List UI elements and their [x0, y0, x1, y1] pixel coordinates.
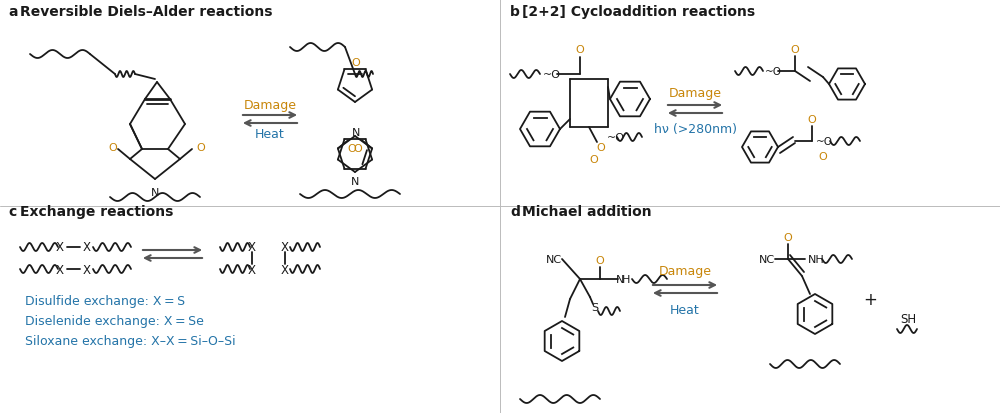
Text: X: X	[83, 263, 91, 276]
Text: O: O	[784, 233, 792, 242]
Text: O: O	[108, 142, 117, 153]
Text: O: O	[590, 154, 598, 165]
Text: O: O	[596, 255, 604, 266]
Text: hν (>280nm): hν (>280nm)	[654, 123, 736, 136]
Text: Michael addition: Michael addition	[522, 204, 652, 218]
Text: S: S	[591, 302, 599, 312]
Text: c: c	[8, 204, 16, 218]
Text: O: O	[597, 142, 605, 153]
Text: O: O	[196, 142, 205, 153]
Text: O: O	[791, 45, 799, 55]
Text: X: X	[56, 241, 64, 254]
Text: b: b	[510, 5, 520, 19]
Text: d: d	[510, 204, 520, 218]
Text: Diselenide exchange: X = Se: Diselenide exchange: X = Se	[25, 315, 204, 328]
Text: [2+2] Cycloaddition reactions: [2+2] Cycloaddition reactions	[522, 5, 755, 19]
Text: X: X	[281, 241, 289, 254]
Text: ~O: ~O	[816, 137, 833, 147]
Text: NC: NC	[546, 254, 562, 264]
Text: NH: NH	[808, 254, 825, 264]
Text: a: a	[8, 5, 18, 19]
Text: X: X	[56, 263, 64, 276]
Text: X: X	[248, 263, 256, 276]
Text: SH: SH	[900, 313, 916, 326]
Text: O: O	[354, 144, 362, 154]
Text: NC: NC	[759, 254, 775, 264]
Text: O: O	[352, 58, 360, 68]
Text: O: O	[348, 144, 356, 154]
Text: Exchange reactions: Exchange reactions	[20, 204, 173, 218]
Text: N: N	[352, 128, 360, 138]
Text: Heat: Heat	[670, 303, 700, 316]
Text: O: O	[808, 115, 816, 125]
Text: Damage: Damage	[658, 265, 712, 278]
Text: ~O: ~O	[765, 67, 782, 77]
Text: ~O: ~O	[607, 133, 625, 142]
Text: Heat: Heat	[255, 128, 285, 141]
Text: +: +	[863, 290, 877, 308]
Text: X: X	[83, 241, 91, 254]
Text: N: N	[151, 188, 159, 197]
Text: X: X	[248, 241, 256, 254]
Text: ~O: ~O	[543, 70, 561, 80]
Text: H: H	[622, 274, 630, 284]
Text: Damage: Damage	[668, 86, 722, 99]
Text: Disulfide exchange: X = S: Disulfide exchange: X = S	[25, 295, 185, 308]
Text: Siloxane exchange: X–X = Si–O–Si: Siloxane exchange: X–X = Si–O–Si	[25, 335, 236, 348]
Text: Damage: Damage	[244, 98, 296, 111]
Text: N: N	[616, 274, 624, 284]
Text: Reversible Diels–Alder reactions: Reversible Diels–Alder reactions	[20, 5, 272, 19]
Text: N: N	[351, 177, 359, 187]
Text: O: O	[818, 152, 827, 161]
Text: O: O	[576, 45, 584, 55]
Text: X: X	[281, 263, 289, 276]
